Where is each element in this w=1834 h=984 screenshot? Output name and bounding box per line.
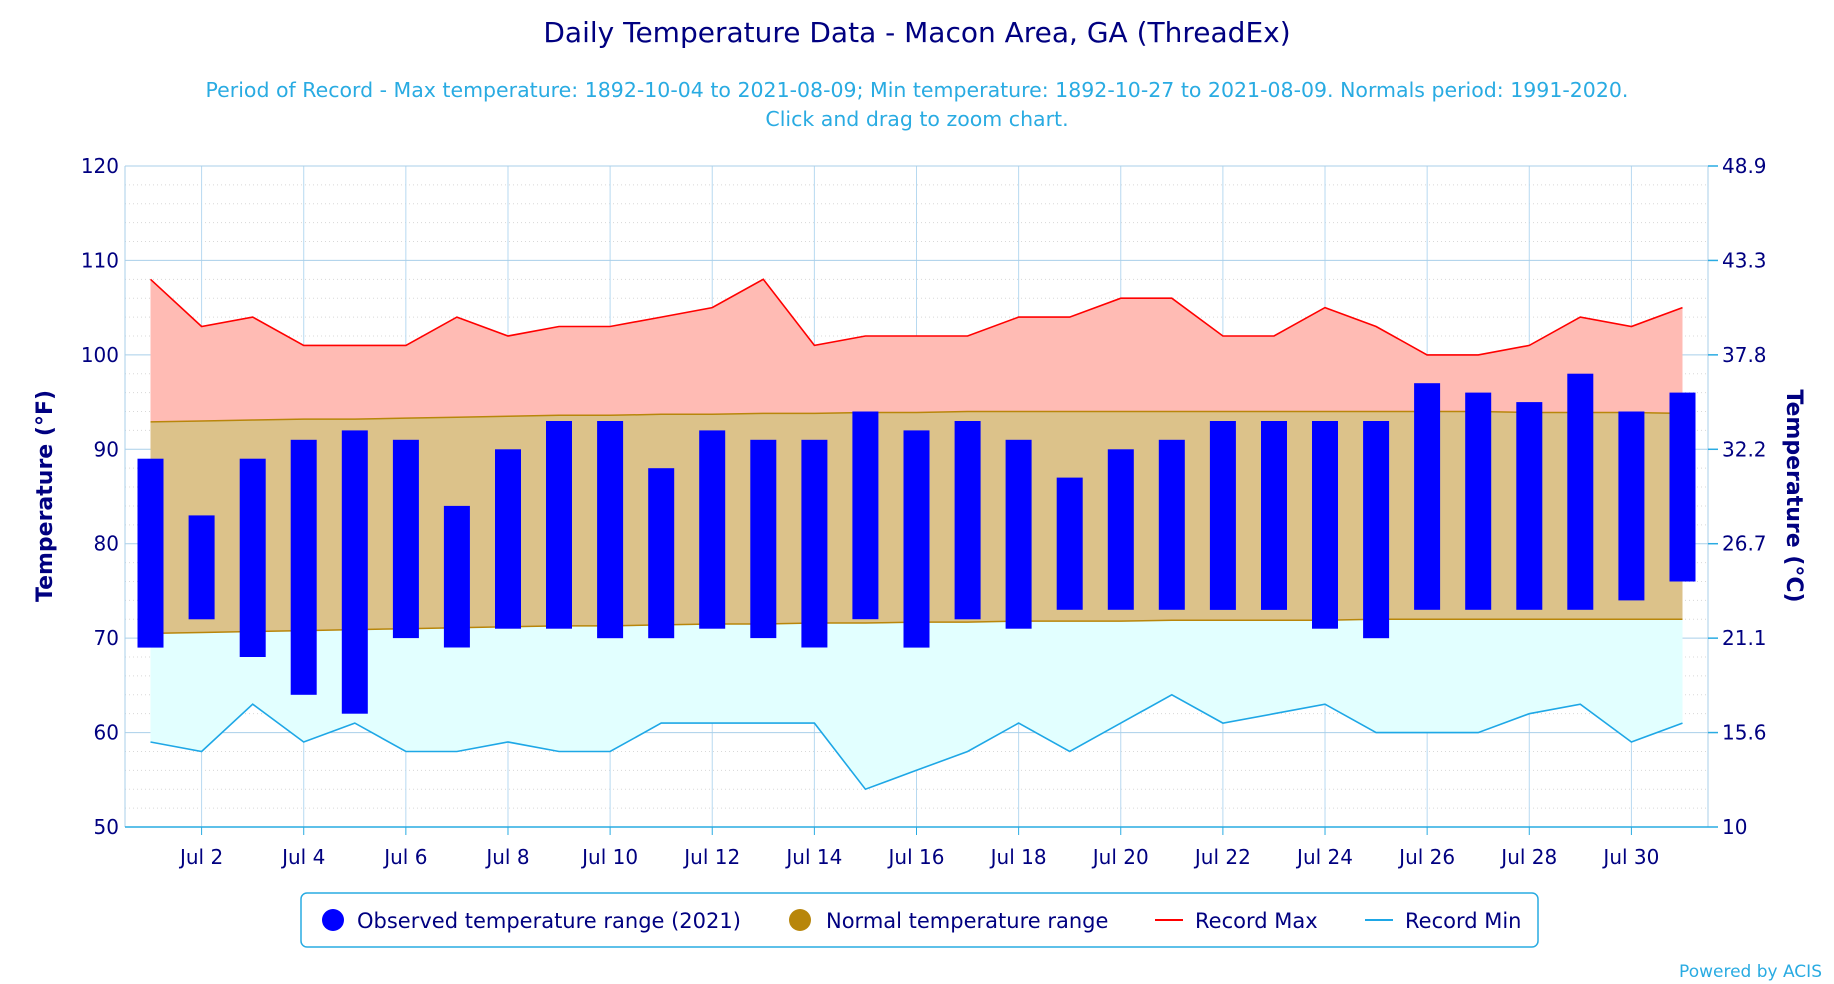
- x-tick-label: Jul 26: [1397, 845, 1455, 869]
- x-tick-label: Jul 12: [682, 845, 740, 869]
- observed-bar: [852, 411, 879, 620]
- observed-bar: [1363, 421, 1390, 639]
- observed-bar: [495, 449, 521, 629]
- x-tick-label: Jul 22: [1193, 845, 1251, 869]
- legend-item-observed[interactable]: Observed temperature range (2021): [322, 909, 741, 933]
- y-tick-label-left: 110: [81, 248, 119, 272]
- observed-bar: [1261, 421, 1287, 610]
- observed-bar: [903, 430, 930, 648]
- observed-bar: [954, 421, 981, 620]
- observed-bar: [137, 458, 164, 648]
- observed-bar: [648, 468, 675, 639]
- y-tick-label-right: 15.6: [1722, 721, 1767, 745]
- legend-marker-observed: [322, 909, 344, 931]
- observed-bar: [443, 505, 470, 648]
- observed-bar: [290, 439, 317, 695]
- observed-bar: [1312, 421, 1338, 629]
- x-tick-label: Jul 24: [1295, 845, 1353, 869]
- observed-bar: [1567, 373, 1594, 610]
- observed-bar: [699, 430, 726, 629]
- observed-bar: [239, 458, 266, 657]
- y-tick-label-left: 120: [81, 154, 119, 178]
- y-tick-label-left: 100: [81, 343, 119, 367]
- chart-subtitle: Period of Record - Max temperature: 1892…: [206, 78, 1629, 102]
- x-tick-label: Jul 6: [382, 845, 427, 869]
- legend-item-record-min[interactable]: Record Min: [1365, 909, 1522, 933]
- y-tick-label-left: 60: [94, 721, 119, 745]
- y-axis-title-left: Temperature (°F): [33, 390, 58, 602]
- y-tick-label-left: 50: [94, 815, 119, 839]
- record-min-line: [150, 693, 1683, 791]
- x-tick-label: Jul 20: [1091, 845, 1149, 869]
- observed-bar: [546, 421, 572, 629]
- x-tick-label: Jul 14: [784, 845, 842, 869]
- axes: 50 60 70 80 90 100 110 120 10 15.6 21.1 26.7 32.2 37.…: [81, 154, 1767, 869]
- legend-item-normal[interactable]: Normal temperature range: [789, 909, 1108, 933]
- observed-bar: [1516, 402, 1543, 610]
- observed-bar: [1056, 477, 1083, 610]
- y-tick-label-right: 10: [1722, 815, 1747, 839]
- observed-bar: [1669, 392, 1696, 582]
- observed-bar: [1618, 411, 1645, 601]
- legend: Observed temperature range (2021) Normal…: [300, 892, 1539, 948]
- y-tick-label-right: 26.7: [1722, 532, 1767, 556]
- record-high-band: [150, 279, 1683, 422]
- x-tick-label: Jul 2: [178, 845, 223, 869]
- record-lines: [149, 278, 1683, 791]
- x-tick-label: Jul 10: [580, 845, 638, 869]
- y-tick-label-left: 70: [94, 626, 119, 650]
- legend-label-observed: Observed temperature range (2021): [357, 909, 741, 933]
- observed-bar: [597, 421, 624, 639]
- x-tick-label: Jul 8: [484, 845, 529, 869]
- legend-label-record-min: Record Min: [1405, 909, 1522, 933]
- y-tick-label-right: 32.2: [1722, 437, 1767, 461]
- x-tick-label: Jul 28: [1499, 845, 1557, 869]
- y-axis-title-right: Temperature (°C): [1781, 389, 1806, 602]
- legend-marker-normal: [789, 909, 811, 931]
- observed-bars: [137, 373, 1696, 714]
- legend-box: [300, 892, 1539, 948]
- y-tick-label-right: 37.8: [1722, 343, 1767, 367]
- record-max-line: [149, 278, 1683, 356]
- y-tick-label-right: 48.9: [1722, 154, 1767, 178]
- x-tick-label: Jul 30: [1601, 845, 1659, 869]
- y-tick-label-right: 21.1: [1722, 626, 1767, 650]
- legend-item-record-max[interactable]: Record Max: [1155, 909, 1318, 933]
- legend-label-record-max: Record Max: [1195, 909, 1318, 933]
- y-tick-label-left: 90: [94, 437, 119, 461]
- x-tick-label: Jul 4: [280, 845, 325, 869]
- credit-link[interactable]: Powered by ACIS: [1679, 962, 1822, 982]
- observed-bar: [801, 439, 828, 648]
- x-tick-label: Jul 16: [887, 845, 945, 869]
- y-tick-label-left: 80: [94, 532, 119, 556]
- observed-bar: [392, 439, 419, 639]
- observed-bar: [1465, 392, 1492, 610]
- chart-zoom-hint: Click and drag to zoom chart.: [765, 107, 1068, 131]
- observed-bar: [1158, 439, 1185, 610]
- x-tick-label: Jul 18: [989, 845, 1047, 869]
- observed-bar: [1209, 421, 1236, 610]
- observed-bar: [1107, 449, 1134, 610]
- legend-label-normal: Normal temperature range: [826, 909, 1108, 933]
- observed-bar: [341, 430, 368, 714]
- chart-title: Daily Temperature Data - Macon Area, GA …: [543, 16, 1290, 49]
- observed-bar: [1005, 439, 1032, 629]
- observed-bar: [188, 515, 215, 620]
- observed-bar: [1414, 383, 1441, 610]
- observed-bar: [750, 439, 777, 639]
- y-tick-label-right: 43.3: [1722, 248, 1767, 272]
